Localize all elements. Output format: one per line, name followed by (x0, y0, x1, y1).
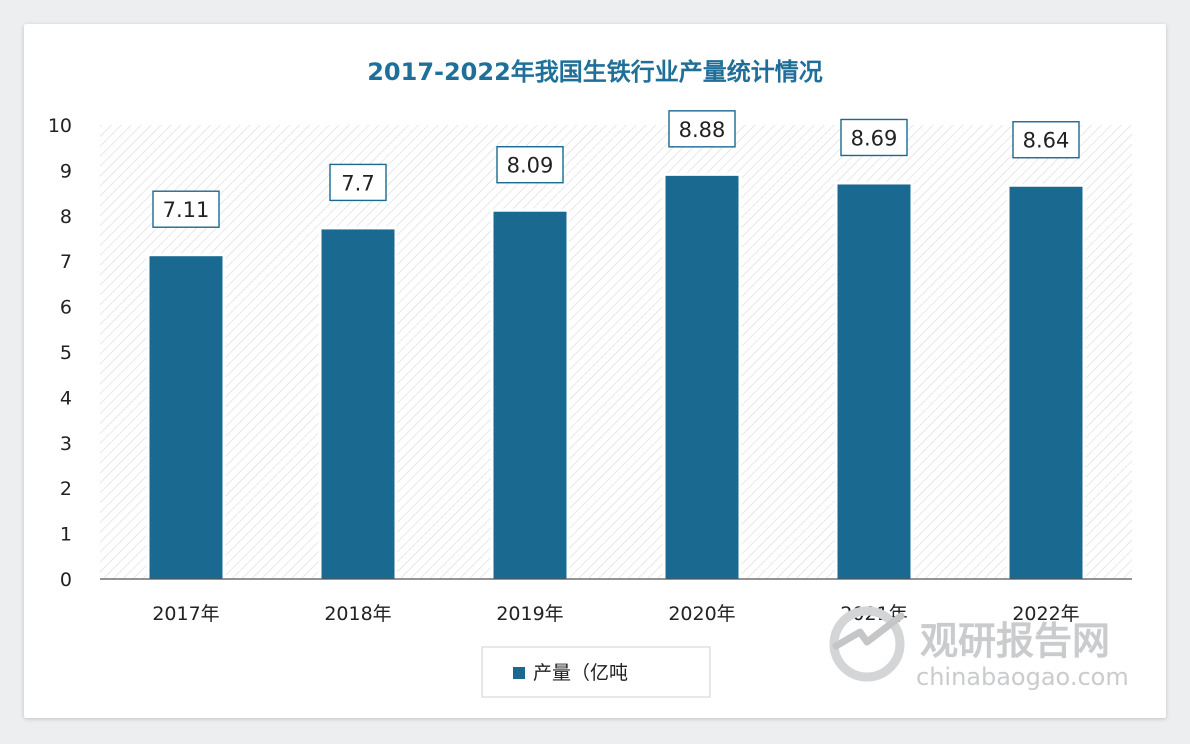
watermark-url: chinabaogao.com (916, 663, 1129, 691)
watermark-logo-icon (829, 606, 905, 682)
data-label: 7.11 (163, 198, 210, 222)
y-tick-label: 4 (60, 387, 72, 409)
bar (321, 229, 395, 580)
bar (665, 175, 739, 579)
data-label: 7.7 (341, 171, 374, 195)
bars: 7.11 7.7 8.09 8.88 8.69 8.64 (146, 110, 1086, 580)
data-label-box (1012, 121, 1080, 159)
plot-area (100, 125, 1132, 579)
bar-chart: 2017-2022年我国生铁行业产量统计情况 0 1 2 3 4 5 6 7 8 9 10 7.11… (48, 58, 1132, 698)
data-label-box (329, 163, 387, 202)
y-axis: 0 1 2 3 4 5 6 7 8 9 10 (48, 115, 72, 591)
data-label: 8.69 (851, 126, 898, 150)
legend-swatch (513, 667, 525, 679)
y-tick-label: 7 (60, 251, 72, 273)
y-tick-label: 0 (60, 569, 72, 591)
x-axis: 2017年 2018年 2019年 2020年 2021年 2022年 (100, 578, 1132, 625)
data-label: 8.09 (507, 154, 554, 178)
data-label: 8.88 (679, 118, 726, 142)
chart-title: 2017-2022年我国生铁行业产量统计情况 (367, 58, 823, 86)
y-tick-label: 5 (60, 342, 72, 364)
y-tick-label: 9 (60, 160, 72, 182)
x-tick-label: 2017年 (152, 603, 219, 625)
bar (493, 211, 567, 580)
watermark: 观研报告网 chinabaogao.com (829, 606, 1129, 691)
x-tick-label: 2020年 (668, 603, 735, 625)
y-tick-label: 1 (60, 524, 72, 546)
data-label: 8.64 (1023, 129, 1070, 153)
x-tick-label: 2018年 (324, 603, 391, 625)
data-label-box (496, 146, 564, 184)
y-tick-label: 8 (60, 206, 72, 228)
x-tick-label: 2022年 (1012, 603, 1079, 625)
y-tick-label: 2 (60, 478, 72, 500)
legend: 产量（亿吨 (481, 646, 711, 698)
data-label-box (840, 118, 908, 157)
legend-label: 产量（亿吨 (533, 662, 628, 684)
data-label-box (152, 190, 220, 228)
x-tick-label: 2019年 (496, 603, 563, 625)
bar (149, 256, 223, 579)
y-tick-label: 6 (60, 297, 72, 319)
data-label-box (668, 110, 736, 148)
watermark-name: 观研报告网 (920, 619, 1110, 663)
y-tick-label: 3 (60, 433, 72, 455)
y-tick-label: 10 (48, 115, 72, 137)
chart-card: 2017-2022年我国生铁行业产量统计情况 0 1 2 3 4 5 6 7 8 9 10 7.11… (24, 24, 1166, 718)
bar (837, 184, 911, 579)
bar (1009, 186, 1083, 579)
